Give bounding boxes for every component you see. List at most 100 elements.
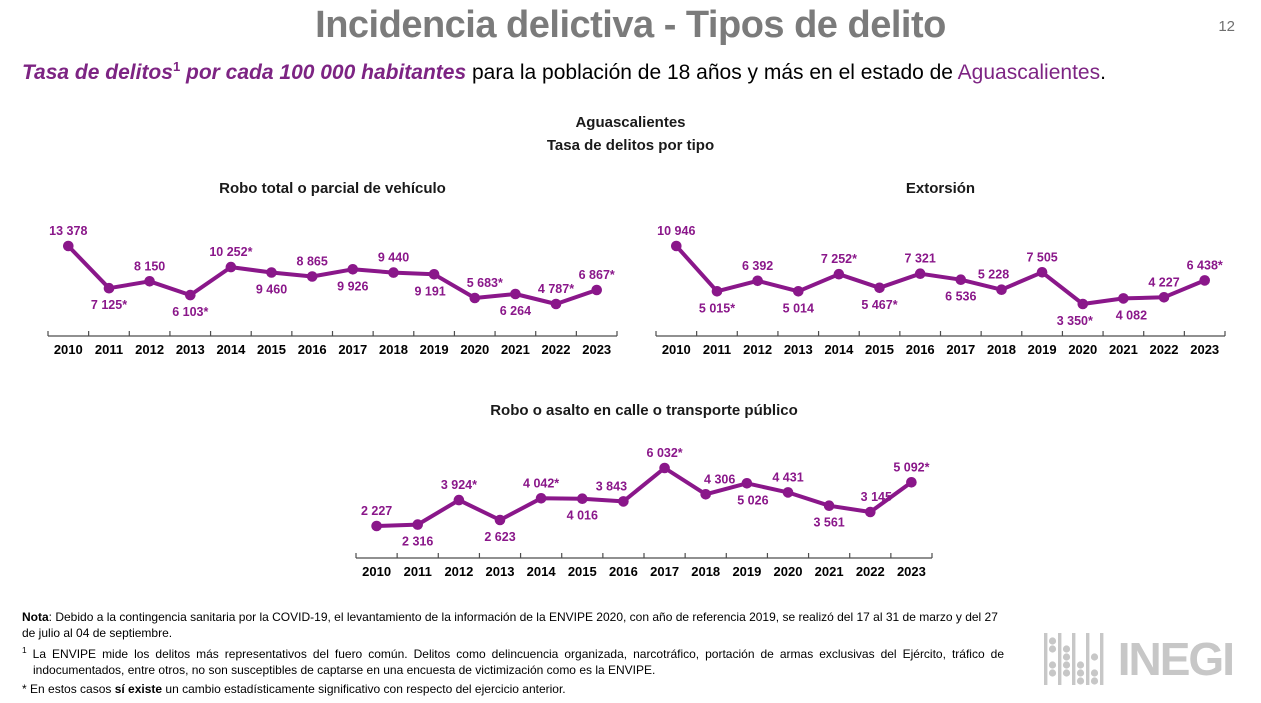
data-label: 3 350* — [1057, 314, 1093, 328]
note-covid-bold: Nota — [22, 610, 49, 624]
inegi-logo-text: INEGI — [1117, 633, 1235, 685]
data-label: 5 015* — [699, 301, 735, 315]
chart-title: Robo o asalto en calle o transporte públ… — [490, 402, 798, 419]
data-point — [659, 462, 670, 474]
data-label: 10 252* — [209, 245, 252, 259]
year-label: 2017 — [338, 342, 367, 357]
data-point — [996, 284, 1007, 295]
data-label: 8 150 — [134, 259, 165, 273]
data-label: 9 926 — [337, 279, 368, 293]
data-label: 9 191 — [414, 284, 445, 298]
footnote-asterisk: * En estos casos sí existe un cambio est… — [22, 682, 1004, 698]
year-label: 2021 — [501, 342, 530, 357]
year-label: 2019 — [1028, 342, 1057, 357]
data-point — [510, 288, 521, 300]
abacus-icon — [1043, 633, 1104, 685]
chart-extortion: Extorsión 10 946 2010 5 015* 2011 6 392 2012 5… — [648, 180, 1233, 363]
data-label: 6 032* — [647, 446, 683, 460]
data-label: 6 536 — [945, 290, 976, 304]
year-label: 2014 — [216, 342, 246, 357]
data-label: 8 865 — [297, 255, 328, 269]
subtitle-rate-text: Tasa de delitos — [22, 61, 173, 84]
data-label: 6 438* — [1187, 258, 1223, 272]
data-label: 9 460 — [256, 283, 287, 297]
year-label: 2018 — [987, 342, 1016, 357]
line-chart-canvas: 2 227 2010 2 316 2011 3 924* 2012 2 623 2013 4 0… — [355, 446, 933, 579]
footnote-envipe: 1 La ENVIPE mide los delitos más represe… — [22, 645, 1004, 679]
data-point — [793, 286, 804, 297]
data-point — [671, 240, 682, 252]
data-point — [103, 282, 115, 294]
data-point — [1199, 275, 1210, 286]
data-label: 4 042* — [523, 476, 559, 490]
chart-title: Extorsión — [905, 180, 976, 197]
data-label: 6 103* — [172, 305, 208, 319]
subtitle-body: para la población de 18 años y más en el… — [466, 61, 958, 84]
year-label: 2022 — [1150, 342, 1179, 357]
year-label: 2020 — [1068, 342, 1097, 357]
year-label: 2019 — [420, 342, 449, 357]
data-label: 4 016 — [567, 509, 598, 523]
data-point — [185, 289, 196, 301]
data-label: 13 378 — [49, 224, 87, 238]
data-label: 5 683* — [467, 276, 503, 290]
data-point — [874, 282, 885, 294]
inegi-logo: INEGI — [1043, 631, 1235, 687]
year-label: 2012 — [135, 342, 164, 357]
data-label: 6 392 — [742, 259, 773, 273]
data-point — [782, 487, 794, 498]
year-label: 2010 — [54, 342, 83, 357]
data-label: 5 228 — [978, 268, 1009, 282]
year-label: 2010 — [362, 564, 391, 579]
year-label: 2021 — [815, 564, 844, 579]
data-point — [823, 500, 835, 511]
chart-group-line2: Tasa de delitos por tipo — [546, 136, 715, 154]
data-label: 4 787* — [538, 282, 574, 296]
data-label: 7 125* — [91, 298, 127, 312]
data-point — [955, 274, 967, 285]
data-label: 4 082 — [1116, 308, 1147, 322]
data-label: 2 316 — [402, 535, 433, 549]
year-label: 2017 — [650, 564, 679, 579]
footnote-asterisk-post: un cambio estadísticamente significativo… — [162, 681, 566, 696]
data-point — [741, 478, 753, 489]
data-point — [833, 268, 845, 280]
footnote-envipe-text: La ENVIPE mide los delitos más represent… — [26, 646, 1004, 677]
note-covid: Nota: Debido a la contingencia sanitaria… — [22, 610, 1004, 642]
notes: Nota: Debido a la contingencia sanitaria… — [22, 610, 1004, 701]
year-label: 2015 — [865, 342, 894, 357]
year-label: 2014 — [824, 342, 854, 357]
data-label: 2 227 — [361, 504, 392, 518]
data-point — [906, 477, 917, 488]
data-point — [618, 496, 629, 507]
year-label: 2015 — [568, 564, 597, 579]
chart-vehicle-theft: Robo total o parcial de vehículo 13 378 2… — [40, 180, 625, 363]
data-label: 10 946 — [657, 224, 695, 238]
trend-line — [674, 244, 1206, 306]
subtitle-rate-italic: Tasa de delitos1 por cada 100 000 habita… — [22, 59, 466, 84]
data-point — [306, 271, 318, 282]
footnote-asterisk-bold: sí existe — [114, 681, 163, 696]
chart-street-robbery: Robo o asalto en calle o transporte públ… — [348, 402, 940, 585]
trend-line — [66, 244, 598, 306]
data-label: 9 440 — [378, 251, 409, 265]
data-point — [63, 240, 74, 252]
data-label: 5 092* — [893, 460, 929, 474]
year-label: 2010 — [662, 342, 691, 357]
footnote-superscript: 1 — [22, 644, 27, 655]
data-point — [711, 286, 723, 297]
data-point — [388, 267, 399, 278]
data-label: 3 843 — [596, 479, 627, 493]
year-label: 2018 — [691, 564, 720, 579]
year-label: 2016 — [906, 342, 935, 357]
data-point — [591, 284, 602, 296]
subtitle: Tasa de delitos1 por cada 100 000 habita… — [22, 59, 1106, 85]
year-label: 2011 — [703, 342, 731, 357]
year-label: 2022 — [542, 342, 571, 357]
data-label: 4 431 — [772, 470, 803, 484]
year-label: 2021 — [1109, 342, 1138, 357]
data-point — [577, 493, 588, 504]
chart-title: Robo total o parcial de vehículo — [219, 180, 446, 197]
data-label: 2 623 — [484, 530, 515, 544]
data-point — [144, 276, 155, 287]
